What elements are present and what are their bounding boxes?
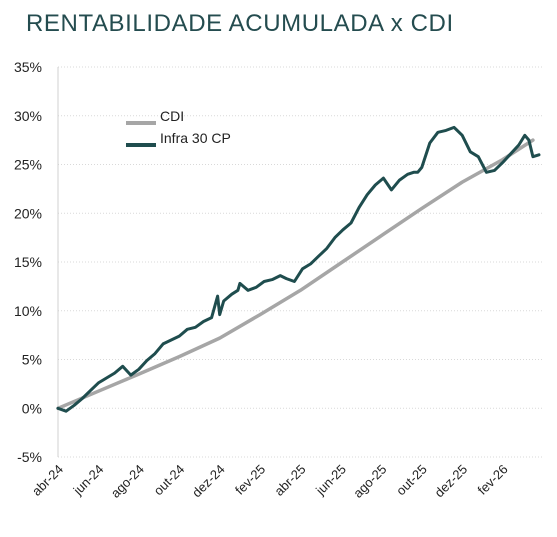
- x-tick-label: ago-25: [350, 462, 389, 501]
- x-tick-label: fev-25: [232, 462, 268, 498]
- x-tick-label: out-24: [151, 462, 188, 499]
- y-tick-label: 0%: [22, 400, 42, 416]
- y-tick-label: 35%: [14, 59, 42, 75]
- x-tick-label: fev-26: [475, 462, 511, 498]
- y-tick-label: 15%: [14, 254, 42, 270]
- y-tick-label: 25%: [14, 157, 42, 173]
- x-tick-label: ago-24: [108, 462, 147, 501]
- y-tick-label: 20%: [14, 205, 42, 221]
- y-tick-label: 5%: [22, 352, 42, 368]
- legend: CDI Infra 30 CP: [126, 108, 231, 147]
- x-axis-ticks: abr-24 jun-24 ago-24 out-24 dez-24 fev-25 abr-…: [29, 462, 511, 501]
- series-lines: [56, 125, 541, 413]
- chart-title: RENTABILIDADE ACUMULADA x CDI: [26, 10, 454, 37]
- x-tick-label: dez-24: [189, 462, 228, 501]
- x-tick-label: abr-24: [29, 462, 66, 499]
- legend-label: CDI: [160, 108, 184, 124]
- y-tick-label: 30%: [14, 108, 42, 124]
- series-line-cdi: [56, 138, 535, 411]
- x-tick-label: jun-25: [312, 462, 349, 499]
- y-axis-ticks: 35% 30% 25% 20% 15% 10% 5% 0% -5%: [14, 59, 42, 465]
- x-tick-label: jun-24: [70, 462, 107, 499]
- x-tick-label: out-25: [393, 462, 430, 499]
- legend-label: Infra 30 CP: [160, 130, 231, 146]
- y-tick-label: -5%: [17, 449, 42, 465]
- x-tick-label: abr-25: [271, 462, 308, 499]
- y-tick-label: 10%: [14, 303, 42, 319]
- series-line-infra-30-cp: [56, 125, 541, 413]
- x-tick-label: dez-25: [432, 462, 471, 501]
- grid-lines: [58, 66, 543, 458]
